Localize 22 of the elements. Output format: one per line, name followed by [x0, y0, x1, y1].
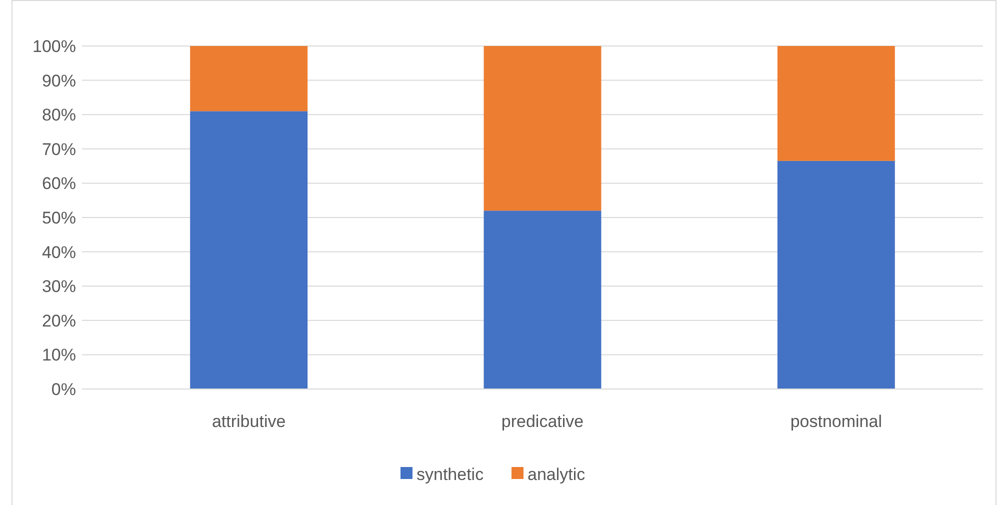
bar: [190, 111, 308, 389]
y-tick-label: 90%: [42, 71, 76, 90]
legend-label: synthetic: [416, 464, 484, 484]
y-tick-label: 100%: [32, 36, 76, 56]
y-tick-label: 10%: [42, 346, 76, 365]
x-tick-label: attributive: [212, 412, 286, 431]
y-tick-label: 80%: [42, 106, 76, 125]
bar: [777, 46, 895, 161]
y-tick-label: 0%: [51, 380, 76, 399]
x-tick-label: predicative: [501, 412, 584, 431]
bar: [484, 46, 602, 211]
y-tick-label: 60%: [42, 174, 76, 194]
bar: [190, 46, 308, 112]
y-tick-label: 70%: [42, 140, 76, 159]
bar: [777, 160, 895, 389]
bar: [484, 210, 602, 389]
y-tick-label: 30%: [42, 277, 76, 296]
x-tick-label: postnominal: [790, 412, 882, 431]
legend-label: analytic: [528, 464, 586, 484]
y-tick-label: 20%: [42, 311, 76, 330]
y-tick-label: 50%: [42, 208, 76, 228]
y-tick-label: 40%: [42, 242, 76, 262]
